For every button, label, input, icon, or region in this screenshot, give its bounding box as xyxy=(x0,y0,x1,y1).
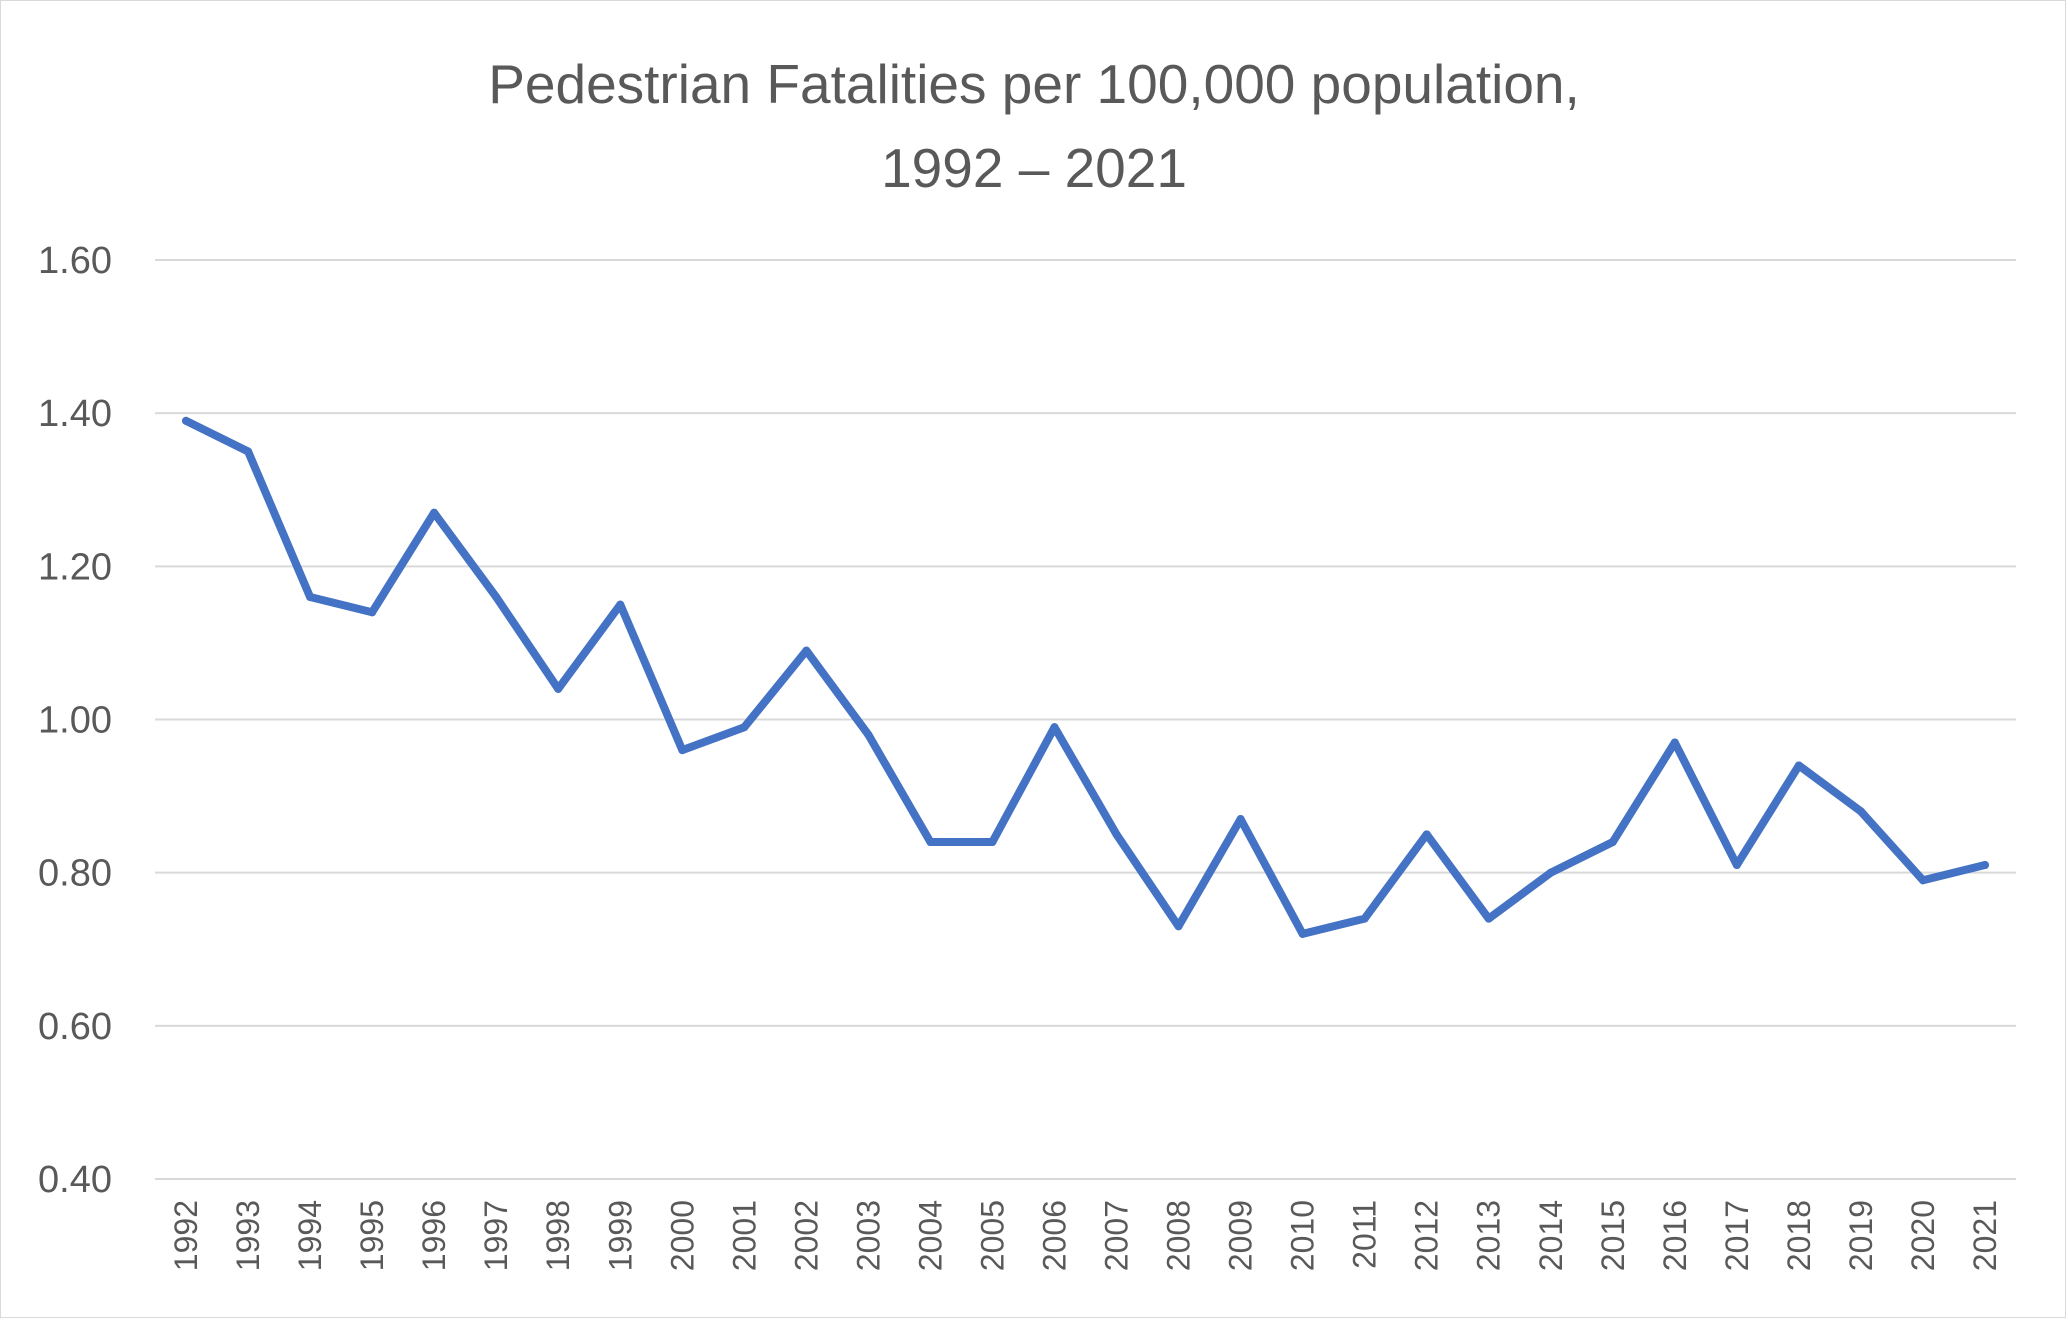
x-tick-label: 1992 xyxy=(168,1200,204,1271)
data-point-2010 xyxy=(1298,929,1307,938)
data-point-2014 xyxy=(1546,868,1555,877)
y-tick-label: 1.40 xyxy=(38,393,112,435)
x-tick-label: 2013 xyxy=(1471,1200,1507,1271)
x-tick-label: 2011 xyxy=(1347,1200,1383,1269)
x-tick-label: 2005 xyxy=(974,1200,1010,1271)
data-point-1998 xyxy=(554,684,563,693)
y-tick-label: 0.80 xyxy=(38,853,112,895)
data-point-1996 xyxy=(430,508,439,517)
x-tick-label: 2021 xyxy=(1967,1200,2003,1271)
data-point-2008 xyxy=(1174,922,1183,931)
data-point-2020 xyxy=(1918,876,1927,885)
data-point-2003 xyxy=(864,730,873,739)
x-tick-label: 1998 xyxy=(540,1200,576,1271)
data-point-2007 xyxy=(1112,830,1121,839)
chart-title-line-1: Pedestrian Fatalities per 100,000 popula… xyxy=(488,53,1580,115)
data-point-2001 xyxy=(740,723,749,732)
x-tick-label: 1997 xyxy=(478,1200,514,1271)
x-tick-label: 2002 xyxy=(788,1200,824,1271)
data-point-2012 xyxy=(1422,830,1431,839)
data-point-1995 xyxy=(368,608,377,617)
data-point-2011 xyxy=(1360,914,1369,923)
x-tick-label: 2003 xyxy=(850,1200,886,1271)
data-point-2006 xyxy=(1050,723,1059,732)
data-point-2009 xyxy=(1236,815,1245,824)
y-tick-label: 1.20 xyxy=(38,546,112,588)
data-point-2002 xyxy=(802,646,811,655)
x-tick-label: 1995 xyxy=(354,1200,390,1271)
y-axis-ticks: 0.40 0.60 0.80 1.00 1.20 1.40 1.60 xyxy=(38,240,112,1201)
data-point-2013 xyxy=(1484,914,1493,923)
x-tick-label: 2010 xyxy=(1285,1200,1321,1271)
x-tick-label: 2016 xyxy=(1657,1200,1693,1271)
x-tick-label: 1993 xyxy=(230,1200,266,1271)
data-point-1994 xyxy=(306,592,315,601)
y-tick-label: 1.60 xyxy=(38,240,112,282)
data-point-1993 xyxy=(244,447,253,456)
x-axis-ticks: 1992 1993 1994 1995 1996 1997 1998 1999 2000 2001… xyxy=(168,1200,2003,1271)
data-point-2016 xyxy=(1670,738,1679,747)
data-point-2004 xyxy=(926,838,935,847)
series-lines xyxy=(182,416,1989,938)
x-tick-label: 2015 xyxy=(1595,1200,1631,1271)
gridlines xyxy=(155,259,2016,1180)
data-point-1992 xyxy=(182,416,191,425)
data-point-1997 xyxy=(492,592,501,601)
x-tick-label: 2006 xyxy=(1036,1200,1072,1271)
y-tick-label: 0.40 xyxy=(38,1159,112,1201)
y-tick-label: 0.60 xyxy=(38,1006,112,1048)
series-line-0 xyxy=(182,416,1989,938)
data-point-2015 xyxy=(1608,838,1617,847)
x-tick-label: 2012 xyxy=(1409,1200,1445,1271)
x-tick-label: 2009 xyxy=(1223,1200,1259,1271)
x-tick-label: 2001 xyxy=(726,1200,762,1271)
x-tick-label: 1999 xyxy=(602,1200,638,1271)
x-tick-label: 2007 xyxy=(1099,1200,1135,1271)
x-tick-label: 2017 xyxy=(1719,1200,1755,1271)
y-tick-label: 1.00 xyxy=(38,700,112,742)
x-tick-label: 2019 xyxy=(1843,1200,1879,1271)
x-tick-label: 1996 xyxy=(416,1200,452,1271)
x-tick-label: 2000 xyxy=(664,1200,700,1271)
x-tick-label: 1994 xyxy=(292,1200,328,1271)
data-point-1999 xyxy=(616,600,625,609)
data-point-2005 xyxy=(988,838,997,847)
data-point-2018 xyxy=(1794,761,1803,770)
data-point-2021 xyxy=(1980,861,1989,870)
x-tick-label: 2004 xyxy=(912,1200,948,1271)
data-point-2000 xyxy=(678,746,687,755)
x-tick-label: 2020 xyxy=(1905,1200,1941,1271)
data-point-2017 xyxy=(1732,861,1741,870)
x-tick-label: 2014 xyxy=(1533,1200,1569,1271)
x-tick-label: 2018 xyxy=(1781,1200,1817,1271)
chart-title-line-2: 1992 – 2021 xyxy=(881,137,1187,199)
data-point-2019 xyxy=(1856,807,1865,816)
x-tick-label: 2008 xyxy=(1161,1200,1197,1271)
